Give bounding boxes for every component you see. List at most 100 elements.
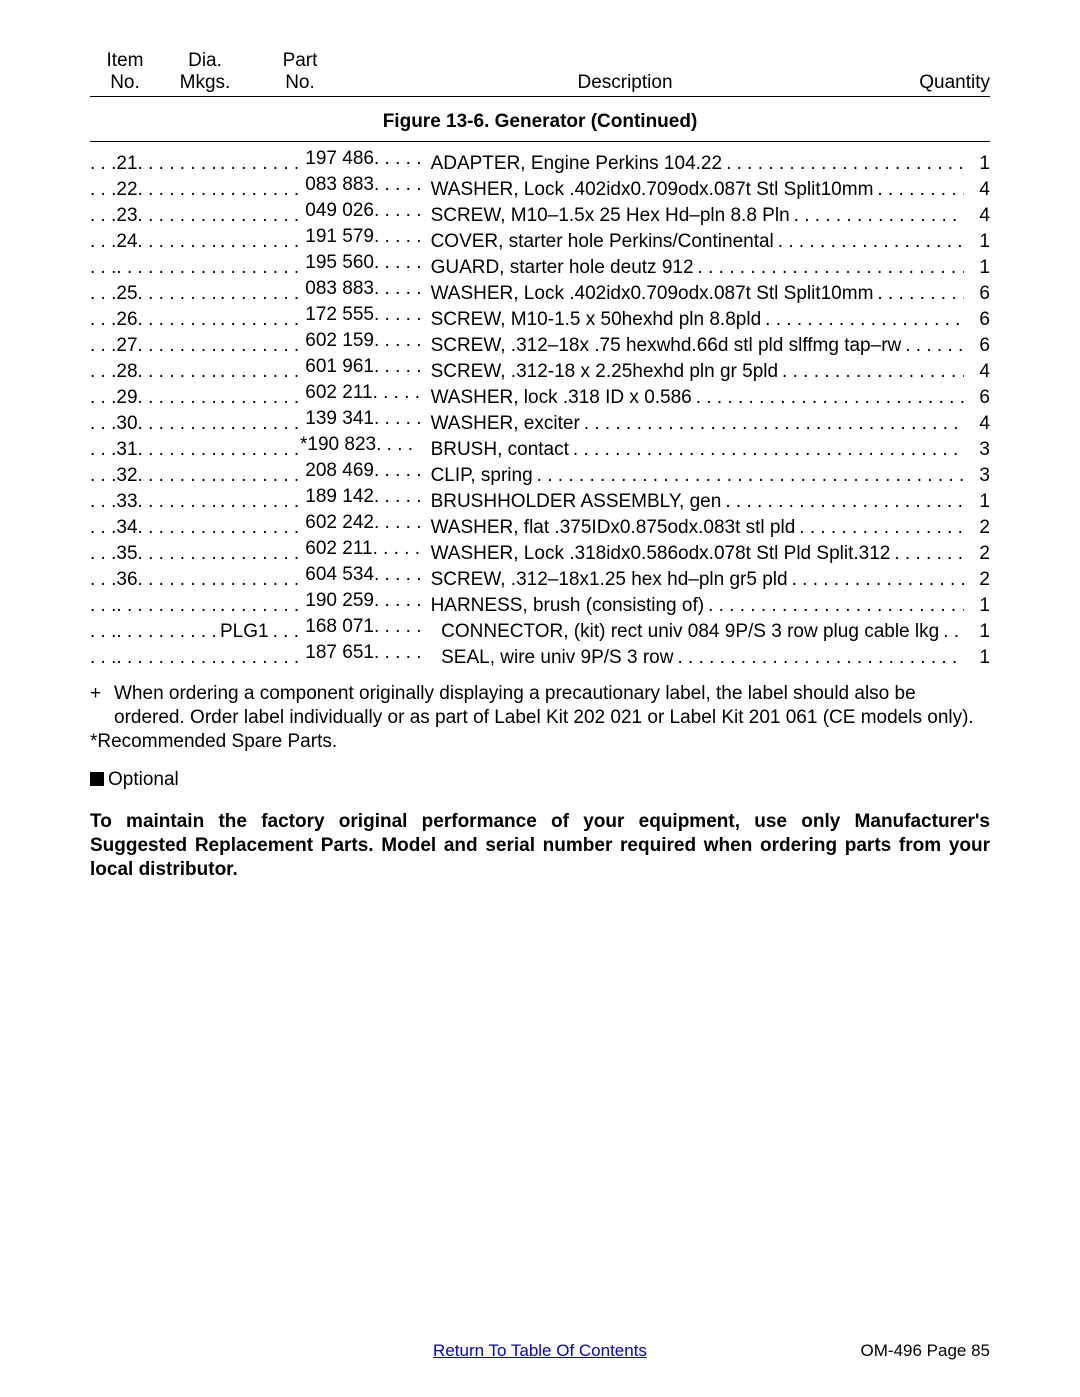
cell-item: . . . 27 xyxy=(90,335,220,356)
cell-qty: 1 xyxy=(964,257,990,278)
cell-part: *190 823 xyxy=(300,434,420,455)
table-row: . . . 33 189 142 BRUSHHOLDER ASSEMBLY, g… xyxy=(90,486,990,512)
cell-part: 172 555 xyxy=(300,304,420,325)
part-no: 049 026 xyxy=(305,200,374,221)
cell-desc: BRUSH, contact xyxy=(420,439,964,460)
cell-dia xyxy=(220,569,300,590)
description: BRUSHHOLDER ASSEMBLY, gen xyxy=(431,491,726,512)
item-no: 36 xyxy=(116,569,137,590)
cell-item: . . . 22 xyxy=(90,179,220,200)
cell-item: . . . 30 xyxy=(90,413,220,434)
part-no: 197 486 xyxy=(305,148,374,169)
cell-desc: WASHER, lock .318 ID x 0.586 xyxy=(420,387,964,408)
table-row: . . . 29 602 211 WASHER, lock .318 ID x … xyxy=(90,382,990,408)
table-row: . . . 30 139 341 WASHER, exciter4 xyxy=(90,408,990,434)
plus-symbol: + xyxy=(90,682,114,730)
footer: Return To Table Of Contents OM-496 Page … xyxy=(90,1341,990,1361)
cell-part: 197 486 xyxy=(300,148,420,169)
table-row: . . . 36 604 534 SCREW, .312–18x1.25 hex… xyxy=(90,564,990,590)
cell-dia: PLG1 xyxy=(220,621,300,642)
description: SCREW, .312–18x1.25 hex hd–pln gr5 pld xyxy=(431,569,792,590)
cell-dia xyxy=(220,647,300,668)
page-number: OM-496 Page 85 xyxy=(690,1341,990,1361)
part-no: 172 555 xyxy=(305,304,374,325)
description: GUARD, starter hole deutz 912 xyxy=(431,257,698,278)
cell-qty: 4 xyxy=(964,205,990,226)
cell-desc: WASHER, exciter xyxy=(420,413,964,434)
hdr-item-bot: No. xyxy=(90,72,160,94)
cell-dia xyxy=(220,283,300,304)
cell-desc: HARNESS, brush (consisting of) xyxy=(420,595,964,616)
part-no: 083 883 xyxy=(305,174,374,195)
table-row: . . . 32 208 469 CLIP, spring3 xyxy=(90,460,990,486)
table-row: . . . 35 602 211 WASHER, Lock .318idx0.5… xyxy=(90,538,990,564)
cell-desc: SCREW, M10–1.5x 25 Hex Hd–pln 8.8 Pln xyxy=(420,205,964,226)
cell-desc: GUARD, starter hole deutz 912 xyxy=(420,257,964,278)
cell-qty: 1 xyxy=(964,491,990,512)
cell-qty: 1 xyxy=(964,647,990,668)
header-rule xyxy=(90,96,990,97)
cell-desc: WASHER, flat .375IDx0.875odx.083t stl pl… xyxy=(420,517,964,538)
description: ADAPTER, Engine Perkins 104.22 xyxy=(431,153,727,174)
cell-dia xyxy=(220,179,300,200)
cell-qty: 6 xyxy=(964,335,990,356)
cell-qty: 2 xyxy=(964,543,990,564)
part-no: 168 071 xyxy=(305,616,374,637)
hdr-desc: Description xyxy=(350,72,900,94)
cell-dia xyxy=(220,439,300,460)
cell-part: 602 159 xyxy=(300,330,420,351)
part-no: 191 579 xyxy=(305,226,374,247)
cell-part: 139 341 xyxy=(300,408,420,429)
hdr-part-top: Part xyxy=(250,50,350,72)
cell-desc: WASHER, Lock .318idx0.586odx.078t Stl Pl… xyxy=(420,543,964,564)
note-plus-text: When ordering a component originally dis… xyxy=(114,682,990,730)
description: COVER, starter hole Perkins/Continental xyxy=(431,231,778,252)
cell-part: 602 211 xyxy=(300,538,420,559)
item-no: 34 xyxy=(116,517,137,538)
cell-dia xyxy=(220,257,300,278)
cell-dia xyxy=(220,335,300,356)
cell-item: . . . 28 xyxy=(90,361,220,382)
item-no: 26 xyxy=(116,309,137,330)
cell-qty: 1 xyxy=(964,153,990,174)
item-no: 30 xyxy=(116,413,137,434)
cell-item: . . . 29 xyxy=(90,387,220,408)
cell-item: . . . 25 xyxy=(90,283,220,304)
cell-desc: BRUSHHOLDER ASSEMBLY, gen xyxy=(420,491,964,512)
cell-qty: 6 xyxy=(964,387,990,408)
spare-star: * xyxy=(300,434,307,455)
cell-dia xyxy=(220,153,300,174)
cell-part: 049 026 xyxy=(300,200,420,221)
item-no: 21 xyxy=(116,153,137,174)
cell-qty: 1 xyxy=(964,621,990,642)
cell-part: 190 259 xyxy=(300,590,420,611)
part-no: 189 142 xyxy=(305,486,374,507)
cell-part: 604 534 xyxy=(300,564,420,585)
description: SEAL, wire univ 9P/S 3 row xyxy=(441,647,677,668)
item-no: 33 xyxy=(116,491,137,512)
table-row: . . . 187 651 SEAL, wire univ 9P/S 3 row… xyxy=(90,642,990,668)
hdr-dia-bot: Mkgs. xyxy=(160,72,250,94)
cell-qty: 1 xyxy=(964,231,990,252)
toc-link[interactable]: Return To Table Of Contents xyxy=(390,1341,690,1361)
part-no: 602 211 xyxy=(305,538,372,559)
item-no: 31 xyxy=(116,439,137,460)
cell-item: . . . 32 xyxy=(90,465,220,486)
cell-desc: CONNECTOR, (kit) rect univ 084 9P/S 3 ro… xyxy=(420,621,964,642)
cell-part: 187 651 xyxy=(300,642,420,663)
cell-qty: 1 xyxy=(964,595,990,616)
part-no: 604 534 xyxy=(305,564,374,585)
cell-dia xyxy=(220,309,300,330)
cell-item: . . . 34 xyxy=(90,517,220,538)
part-no: 190 823 xyxy=(307,434,376,455)
table-row: . . . 26 172 555 SCREW, M10-1.5 x 50hexh… xyxy=(90,304,990,330)
table-row: . . . 21 197 486 ADAPTER, Engine Perkins… xyxy=(90,148,990,174)
item-no: 35 xyxy=(116,543,137,564)
cell-dia xyxy=(220,387,300,408)
hdr-part-bot: No. xyxy=(250,72,350,94)
cell-part: 083 883 xyxy=(300,174,420,195)
part-no: 602 242 xyxy=(305,512,374,533)
table-row: . . . 34 602 242 WASHER, flat .375IDx0.8… xyxy=(90,512,990,538)
optional-symbol-icon xyxy=(90,772,104,786)
cell-qty: 3 xyxy=(964,465,990,486)
